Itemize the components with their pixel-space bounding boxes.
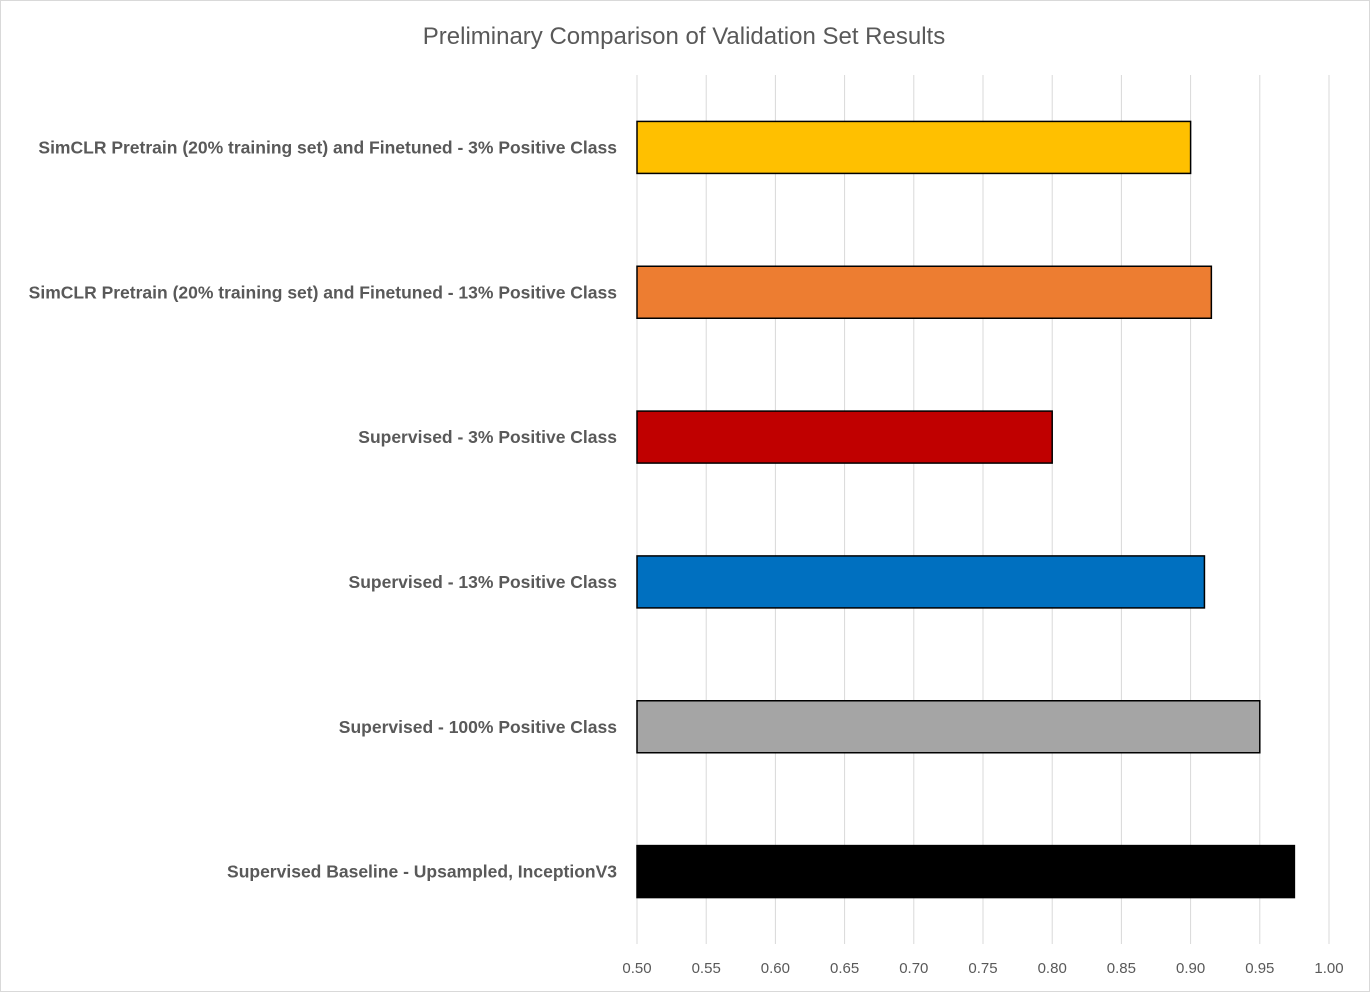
category-label: SimCLR Pretrain (20% training set) and F… [38,137,617,157]
x-tick-label: 1.00 [1314,960,1343,977]
x-tick-label: 0.70 [899,960,928,977]
category-label: Supervised - 3% Positive Class [358,427,617,447]
bar-5 [636,844,1296,899]
x-tick-label: 0.80 [1038,960,1067,977]
bar-1 [636,265,1213,319]
x-tick-labels: 0.50 0.55 0.60 0.65 0.70 0.75 0.80 0.85 0.90 0.95… [622,960,1343,977]
bars [636,120,1296,899]
x-tick-label: 0.65 [830,960,859,977]
x-tick-label: 0.85 [1107,960,1136,977]
bar-0 [636,120,1192,175]
bar-4 [636,700,1261,754]
x-tick-label: 0.75 [968,960,997,977]
category-label: SimCLR Pretrain (20% training set) and F… [29,282,618,302]
gridlines [636,75,1330,944]
category-labels: SimCLR Pretrain (20% training set) and F… [29,137,618,881]
category-label: Supervised - 13% Positive Class [349,572,618,592]
category-label: Supervised - 100% Positive Class [339,717,617,737]
x-tick-label: 0.55 [692,960,721,977]
x-tick-label: 0.90 [1176,960,1205,977]
bar-3 [636,555,1206,609]
bar-2 [636,410,1053,464]
x-tick-label: 0.95 [1245,960,1274,977]
chart-title: Preliminary Comparison of Validation Set… [423,23,945,50]
x-tick-label: 0.50 [622,960,651,977]
x-tick-label: 0.60 [761,960,790,977]
category-label: Supervised Baseline - Upsampled, Incepti… [227,862,617,882]
